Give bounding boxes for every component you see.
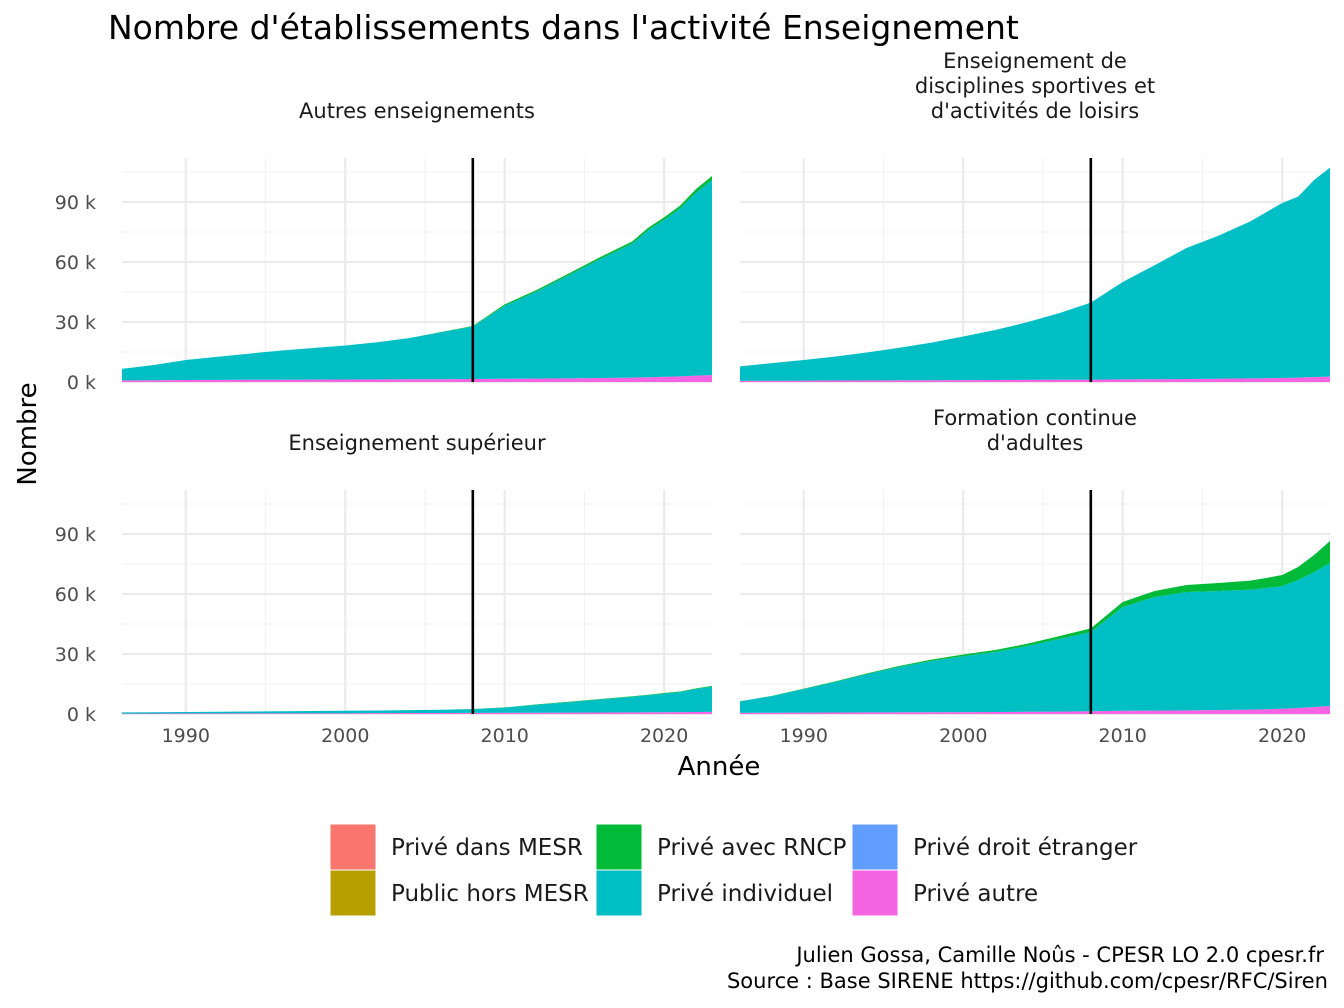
area-priv-autre: [740, 706, 1330, 714]
legend-swatch: [595, 823, 643, 871]
caption-source: Source : Base SIRENE https://github.com/…: [727, 969, 1328, 993]
x-tick-label: 2020: [640, 725, 688, 747]
facet-title: d'activités de loisirs: [931, 99, 1139, 123]
facet-title: d'adultes: [987, 431, 1084, 455]
area-priv-autre: [740, 376, 1330, 382]
legend-item: Privé individuel: [595, 869, 833, 917]
y-tick-label: 90 k: [55, 192, 96, 214]
x-tick-label: 2010: [481, 725, 529, 747]
facet-title: Autres enseignements: [299, 99, 535, 123]
facet-panel: Enseignement supérieur 0 k 30 k 60 k 90 k 199…: [55, 431, 712, 747]
area-priv-individuel: [740, 563, 1330, 713]
legend-label: Privé droit étranger: [913, 835, 1138, 861]
area-priv-individuel: [122, 686, 712, 714]
facet-title: Enseignement supérieur: [288, 431, 546, 455]
legend-label: Privé dans MESR: [391, 835, 583, 861]
legend-swatch: [329, 869, 377, 917]
legend-label: Public hors MESR: [391, 881, 589, 907]
y-tick-label: 30 k: [55, 312, 96, 334]
legend-item: Privé autre: [851, 869, 1038, 917]
legend-swatch: [595, 869, 643, 917]
y-tick-label: 60 k: [55, 252, 96, 274]
legend-item: Privé avec RNCP: [595, 823, 846, 871]
y-tick-label: 60 k: [55, 584, 96, 606]
y-tick-label: 0 k: [67, 704, 96, 726]
x-tick-label: 1990: [780, 725, 828, 747]
area-priv-autre: [122, 711, 712, 714]
x-tick-label: 2000: [321, 725, 369, 747]
y-tick-label: 30 k: [55, 644, 96, 666]
legend-item: Privé dans MESR: [329, 823, 583, 871]
x-tick-label: 2020: [1258, 725, 1306, 747]
legend: Privé dans MESR Public hors MESR Privé ave…: [329, 823, 1138, 917]
facet-panel: Autres enseignements 0 k 30 k 60 k 90 k: [55, 99, 712, 394]
legend-swatch: [329, 823, 377, 871]
area-priv-individuel: [740, 167, 1330, 381]
area-priv-individuel: [122, 180, 712, 381]
y-axis-title: Nombre: [13, 382, 43, 485]
legend-swatch: [851, 869, 899, 917]
facet-title: Enseignement de: [943, 49, 1127, 73]
legend-label: Privé autre: [913, 881, 1038, 907]
facet-title: disciplines sportives et: [915, 74, 1155, 98]
legend-label: Privé individuel: [657, 881, 833, 907]
area-priv-autre: [122, 375, 712, 382]
x-axis-title: Année: [678, 752, 761, 782]
legend-item: Public hors MESR: [329, 869, 589, 917]
legend-item: Privé droit étranger: [851, 823, 1138, 871]
y-tick-label: 90 k: [55, 524, 96, 546]
x-tick-label: 2010: [1099, 725, 1147, 747]
x-tick-label: 2000: [939, 725, 987, 747]
legend-label: Privé avec RNCP: [657, 835, 846, 861]
x-tick-label: 1990: [162, 725, 210, 747]
facet-title: Formation continue: [933, 406, 1137, 430]
y-tick-label: 0 k: [67, 372, 96, 394]
chart-title: Nombre d'établissements dans l'activité …: [108, 8, 1019, 47]
caption-credits: Julien Gossa, Camille Noûs - CPESR LO 2.…: [794, 943, 1324, 967]
legend-swatch: [851, 823, 899, 871]
